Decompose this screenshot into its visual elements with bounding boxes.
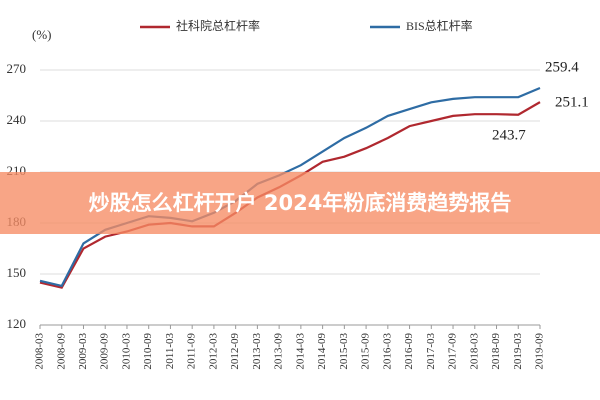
x-tick-label: 2015-09 [360, 333, 372, 370]
x-tick-label: 2019-03 [512, 333, 524, 370]
x-tick-label: 2014-09 [316, 333, 328, 370]
y-unit-label: (%) [32, 27, 52, 42]
y-tick-label: 150 [7, 265, 27, 280]
x-tick-label: 2015-03 [338, 333, 350, 370]
x-tick-label: 2008-03 [34, 333, 46, 370]
banner-bg [0, 172, 600, 234]
x-tick-label: 2011-03 [164, 333, 176, 370]
x-tick-label: 2012-09 [229, 333, 241, 370]
x-tick-label: 2013-03 [251, 333, 263, 370]
legend-label: 社科院总杠杆率 [176, 18, 260, 33]
x-tick-label: 2014-03 [294, 333, 306, 370]
x-tick-label: 2018-09 [490, 333, 502, 370]
x-tick-label: 2017-03 [425, 333, 437, 370]
x-tick-label: 2008-09 [55, 333, 67, 370]
x-tick-label: 2009-03 [77, 333, 89, 370]
x-tick-label: 2013-09 [273, 333, 285, 370]
annotation: 243.7 [492, 127, 526, 143]
annotation: 259.4 [545, 59, 579, 75]
legend-label: BIS总杠杆率 [406, 18, 473, 33]
x-tick-label: 2016-03 [381, 333, 393, 370]
x-tick-label: 2018-03 [468, 333, 480, 370]
x-tick-label: 2010-03 [120, 333, 132, 370]
y-tick-label: 270 [7, 61, 27, 76]
y-tick-label: 240 [7, 112, 27, 127]
x-tick-label: 2017-09 [447, 333, 459, 370]
x-tick-label: 2012-03 [207, 333, 219, 370]
x-tick-label: 2016-09 [403, 333, 415, 370]
x-tick-label: 2019-09 [534, 333, 546, 370]
x-tick-label: 2010-09 [142, 333, 154, 370]
banner-text: 炒股怎么杠杆开户 2024年粉底消费趋势报告 [89, 191, 512, 215]
annotation: 251.1 [555, 94, 589, 110]
x-tick-label: 2011-09 [186, 333, 198, 370]
x-tick-label: 2009-09 [99, 333, 111, 370]
y-tick-label: 120 [7, 316, 27, 331]
